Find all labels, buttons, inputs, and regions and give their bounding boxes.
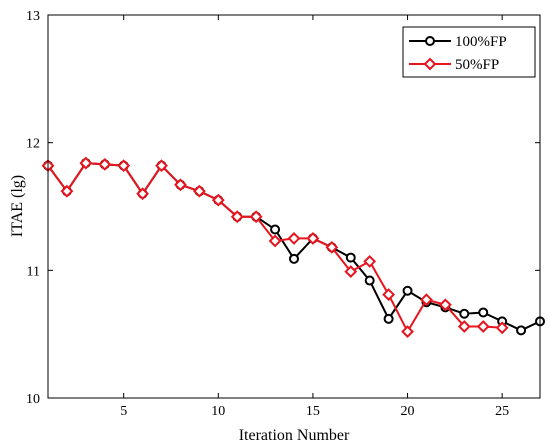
data-point-50fp — [79, 156, 93, 170]
series-line-100fp — [47, 162, 541, 332]
data-point-50fp — [98, 157, 112, 171]
legend-marker-50fp — [423, 57, 437, 71]
data-point-100fp — [270, 224, 281, 235]
data-point-50fp — [401, 325, 414, 339]
data-point-50fp — [211, 193, 225, 207]
data-point-50fp — [495, 321, 509, 335]
x-tick-label: 15 — [306, 404, 320, 419]
data-point-50fp — [287, 232, 301, 245]
data-point-50fp — [174, 178, 187, 192]
data-point-50fp — [344, 265, 358, 279]
x-tick-label: 25 — [495, 404, 509, 419]
legend-marker-100fp — [425, 36, 435, 46]
data-point-50fp — [230, 210, 244, 224]
data-point-50fp — [306, 232, 320, 245]
data-point-50fp — [363, 254, 377, 268]
axes-layer: 5 10 15 20 25 10 11 12 13 — [26, 9, 540, 419]
data-point-100fp — [459, 308, 470, 319]
series-50fp — [41, 156, 509, 339]
data-point-100fp — [402, 285, 413, 296]
data-point-50fp — [249, 210, 263, 224]
legend-box — [402, 26, 536, 78]
data-point-50fp — [117, 159, 131, 173]
y-tick-label: 13 — [26, 9, 40, 24]
y-tick-label: 10 — [26, 392, 40, 407]
data-point-50fp — [136, 187, 150, 201]
y-tick-label: 11 — [27, 264, 40, 279]
data-point-50fp — [438, 298, 452, 312]
data-point-50fp — [457, 320, 471, 333]
data-point-50fp — [420, 293, 433, 307]
data-point-50fp — [476, 320, 490, 333]
y-axis-label: ITAE (lg) — [9, 175, 26, 237]
x-tick-label: 10 — [211, 404, 225, 419]
plot-frame — [47, 14, 541, 399]
x-tick-label: 20 — [401, 404, 415, 419]
data-point-100fp — [345, 252, 356, 263]
x-axis-label: Iteration Number — [239, 427, 350, 444]
y-tick-label: 12 — [26, 137, 40, 152]
data-point-100fp — [383, 313, 394, 324]
data-point-100fp — [289, 253, 299, 264]
data-point-50fp — [382, 288, 396, 302]
data-point-100fp — [364, 275, 375, 286]
legend-label-50fp: 50%FP — [455, 57, 499, 73]
legend: 100%FP 50%FP — [402, 26, 536, 78]
data-point-100fp — [478, 307, 489, 318]
x-tick-label: 5 — [120, 404, 127, 419]
data-point-50fp — [155, 159, 168, 173]
data-point-50fp — [325, 240, 339, 254]
series-100fp — [43, 158, 545, 336]
data-point-50fp — [268, 234, 282, 248]
data-point-50fp — [192, 184, 206, 198]
series-layer — [41, 156, 545, 339]
data-point-100fp — [516, 325, 527, 336]
legend-label-100fp: 100%FP — [455, 34, 507, 50]
data-point-50fp — [60, 184, 74, 198]
